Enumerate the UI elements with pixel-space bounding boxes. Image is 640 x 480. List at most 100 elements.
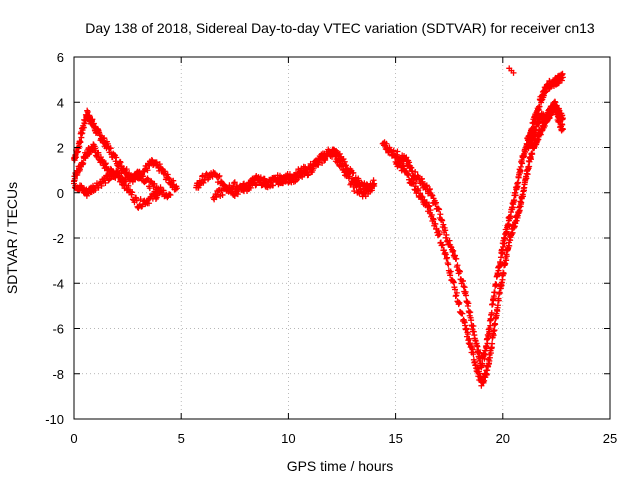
data-point xyxy=(512,220,519,227)
data-point xyxy=(456,268,463,275)
data-point xyxy=(445,261,452,268)
data-point xyxy=(340,156,347,163)
data-point xyxy=(461,284,468,291)
data-point xyxy=(529,150,536,157)
y-tick-label: 6 xyxy=(57,50,64,65)
data-point xyxy=(353,184,360,191)
data-point xyxy=(479,360,486,367)
data-point xyxy=(559,126,566,133)
data-point xyxy=(465,300,472,307)
data-point xyxy=(315,161,322,168)
data-point xyxy=(436,231,443,238)
data-point xyxy=(453,255,460,262)
data-point xyxy=(146,185,153,192)
data-point xyxy=(500,270,507,277)
data-point xyxy=(123,166,130,173)
data-point xyxy=(444,254,451,261)
data-point xyxy=(338,163,345,170)
data-point xyxy=(503,253,510,260)
data-point xyxy=(470,322,477,329)
data-point xyxy=(133,197,140,204)
data-point xyxy=(80,160,87,167)
data-point xyxy=(468,317,475,324)
data-point xyxy=(252,182,259,189)
data-point xyxy=(429,192,436,199)
x-tick-label: 5 xyxy=(178,431,185,446)
data-point xyxy=(116,173,123,180)
data-point xyxy=(499,249,506,256)
data-point xyxy=(284,172,291,179)
data-point xyxy=(489,340,496,347)
x-tick-label: 25 xyxy=(603,431,617,446)
data-point xyxy=(406,159,413,166)
data-point xyxy=(437,211,444,218)
ticks-layer: 0 5 10 15 20 25 -10 -8 -6 -4 -2 0 2 4 6 xyxy=(45,50,617,446)
data-point xyxy=(452,286,459,293)
data-point xyxy=(216,172,223,179)
data-point xyxy=(447,268,454,275)
data-point xyxy=(510,69,517,76)
data-point xyxy=(226,182,233,189)
data-point xyxy=(279,180,286,187)
data-point xyxy=(492,321,499,328)
data-point xyxy=(453,289,460,296)
data-point xyxy=(247,184,254,191)
data-point xyxy=(460,283,467,290)
data-point xyxy=(173,185,180,192)
data-point xyxy=(512,192,519,199)
data-point xyxy=(459,310,466,317)
x-tick-label: 10 xyxy=(281,431,295,446)
data-point xyxy=(463,292,470,299)
data-point xyxy=(440,221,447,228)
data-point xyxy=(403,154,410,161)
data-point xyxy=(474,343,481,350)
y-tick-label: -4 xyxy=(52,276,64,291)
data-point xyxy=(339,159,345,166)
data-point xyxy=(122,178,129,185)
data-point xyxy=(383,140,390,147)
data-point xyxy=(459,277,466,284)
data-point xyxy=(430,216,437,223)
data-point xyxy=(470,351,477,358)
data-point xyxy=(98,182,105,189)
x-tick-label: 0 xyxy=(70,431,77,446)
data-point xyxy=(160,187,167,194)
data-point xyxy=(129,189,136,196)
data-point xyxy=(426,203,433,210)
x-axis-label: GPS time / hours xyxy=(287,458,394,474)
y-tick-label: -8 xyxy=(52,367,64,382)
data-point xyxy=(309,167,316,174)
data-point xyxy=(348,178,355,185)
data-point xyxy=(474,365,481,372)
data-point xyxy=(156,189,163,196)
data-point xyxy=(557,117,564,124)
data-point xyxy=(545,114,552,121)
data-point xyxy=(137,196,144,203)
data-point xyxy=(146,200,153,207)
data-point xyxy=(106,175,113,182)
data-point xyxy=(139,173,146,180)
data-point xyxy=(428,211,435,218)
data-point xyxy=(200,179,207,186)
data-point xyxy=(509,229,516,236)
y-tick-label: -6 xyxy=(52,322,64,337)
data-point xyxy=(102,179,109,186)
data-point xyxy=(77,139,84,146)
data-point xyxy=(436,206,443,213)
data-point xyxy=(439,241,446,248)
data-point xyxy=(467,309,474,316)
data-point xyxy=(125,182,132,189)
data-point xyxy=(350,169,357,176)
data-point xyxy=(558,77,565,84)
data-point xyxy=(466,335,473,342)
data-point xyxy=(536,103,543,110)
data-point xyxy=(552,99,559,106)
data-marks xyxy=(71,65,566,389)
y-tick-label: 0 xyxy=(57,186,64,201)
data-point xyxy=(234,191,241,198)
data-point xyxy=(263,178,270,185)
data-point xyxy=(95,184,102,191)
